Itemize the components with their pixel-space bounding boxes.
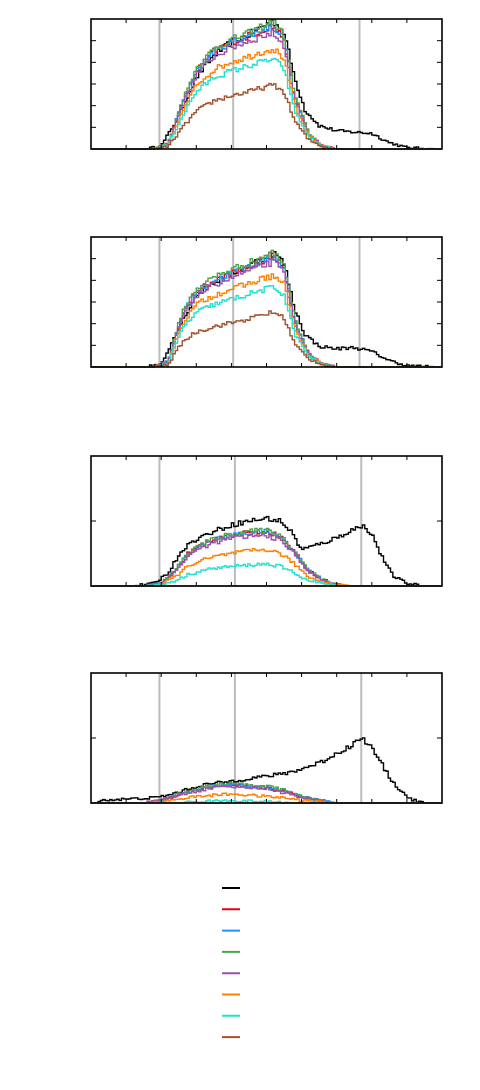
- series-line-1: [91, 737, 442, 804]
- legend: [222, 887, 240, 1039]
- panel-group: [90, 18, 443, 804]
- series-line-1: [91, 515, 442, 587]
- panel-2: [90, 236, 443, 368]
- panel-1: [90, 18, 443, 150]
- series-line-1: [91, 251, 442, 368]
- panel-3: [90, 455, 443, 587]
- panel-4: [90, 672, 443, 804]
